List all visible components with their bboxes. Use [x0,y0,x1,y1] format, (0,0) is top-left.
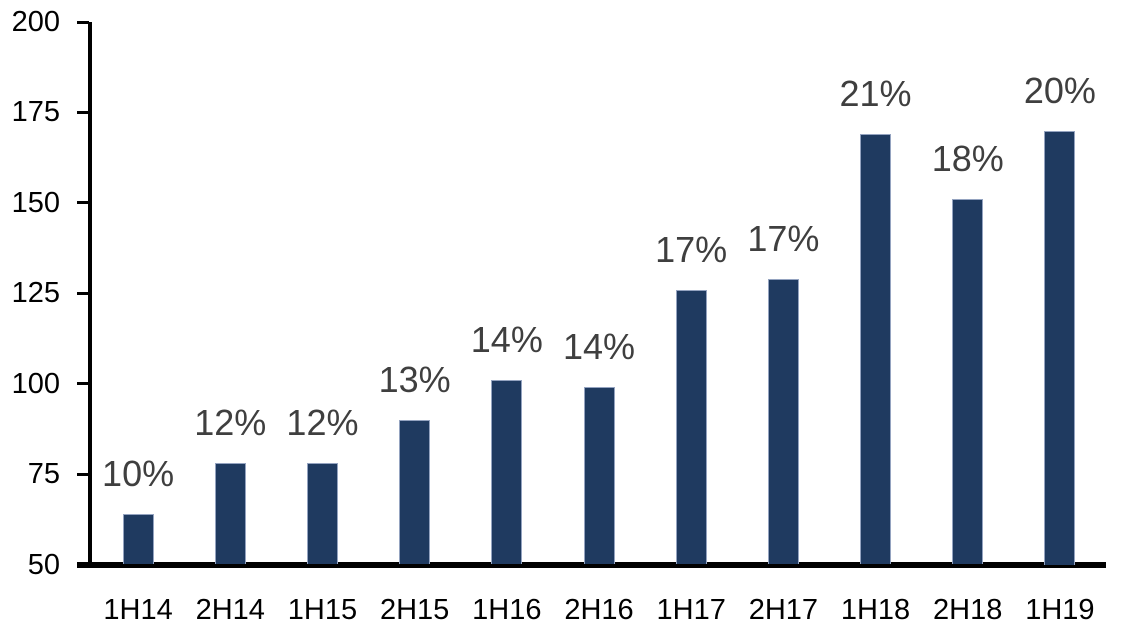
y-axis-tick [77,110,89,114]
bar-data-label: 14% [470,319,543,361]
y-axis-tick [77,201,89,205]
bar-data-label: 18% [931,138,1004,180]
x-axis-category-label: 1H15 [287,594,358,626]
y-axis-tick-label: 100 [11,367,60,400]
y-axis-tick [77,563,89,566]
x-axis-category-label: 2H15 [379,594,450,626]
y-axis-tick-label: 150 [11,186,60,219]
x-axis-category-label: 1H16 [472,594,542,626]
y-axis-tick [77,291,89,295]
bar-1h17 [675,289,707,565]
bar-1h19 [1044,130,1076,565]
x-axis-line [77,562,1106,568]
x-axis-category-label: 2H16 [564,594,634,626]
bar-data-label: 21% [839,73,912,115]
bar-2h15 [399,419,431,565]
bar-1h14 [122,513,154,565]
bar-data-label: 10% [102,452,175,494]
bar-2h16 [583,387,615,565]
bar-data-label: 17% [747,217,820,259]
bar-data-label: 12% [286,402,359,444]
x-axis-category-label: 1H14 [103,594,173,626]
y-axis-tick-label: 125 [11,277,60,310]
bar-2h14 [214,463,246,565]
y-axis-line [88,22,92,565]
y-axis-tick-label: 175 [11,96,60,129]
y-axis-tick-label: 50 [27,548,60,581]
y-axis-tick [77,382,89,386]
bar-1h18 [860,134,892,565]
bar-data-label: 13% [378,358,451,400]
bar-data-label: 20% [1023,69,1096,111]
x-axis-category-label: 2H17 [748,594,819,626]
bar-2h17 [767,278,799,565]
y-axis-tick [77,472,89,476]
bar-1h15 [306,463,338,565]
y-axis-tick-label: 75 [27,458,60,491]
bar-data-label: 14% [562,326,636,368]
y-axis-tick [77,20,89,24]
y-axis-tick-label: 200 [11,6,60,38]
bar-data-label: 12% [194,402,267,444]
bar-data-label: 17% [655,228,728,270]
x-axis-category-label: 1H19 [1025,594,1095,626]
x-axis-category-label: 1H17 [656,594,726,626]
x-axis-category-label: 1H18 [840,594,911,626]
x-axis-category-label: 2H18 [933,594,1003,626]
x-axis-category-label: 2H14 [195,594,265,626]
bar-1h16 [491,380,523,565]
bar-2h18 [952,199,984,565]
